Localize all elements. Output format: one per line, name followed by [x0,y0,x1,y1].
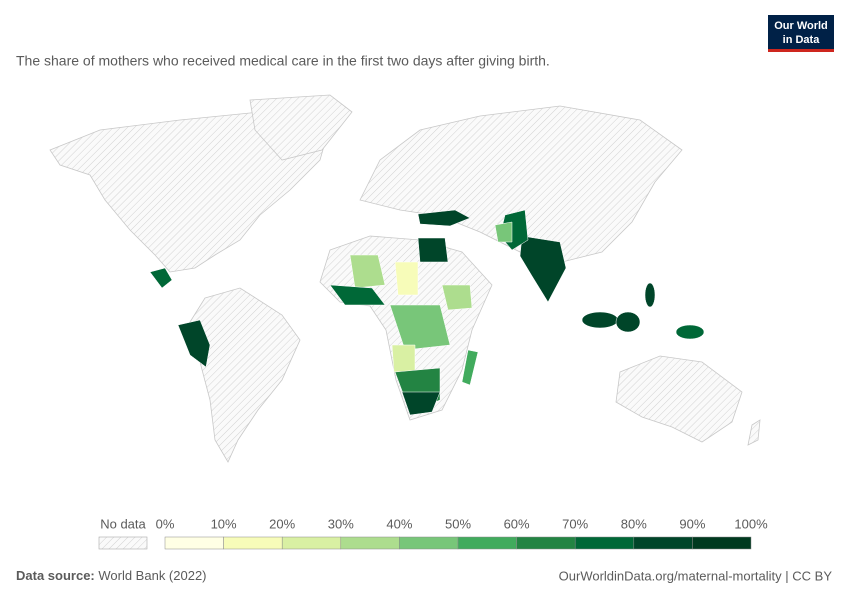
legend-swatch [692,536,752,550]
legend-swatch [457,536,517,550]
legend-label: 60% [504,516,530,531]
greenland[interactable] [249,94,353,161]
legend-swatch [223,536,283,550]
legend-label: 30% [328,516,354,531]
north-america[interactable] [49,111,331,273]
logo-underline [768,49,834,52]
legend-label: 70% [562,516,588,531]
legend-label: 0% [156,516,175,531]
legend-label: 20% [269,516,295,531]
legend-swatch [164,536,224,550]
australia[interactable] [615,355,743,443]
legend-swatch [516,536,576,550]
philippines[interactable] [644,282,656,308]
subtitle: The share of mothers who received medica… [16,53,550,69]
central-america[interactable] [149,267,173,289]
south-africa[interactable] [401,391,441,416]
india[interactable] [519,235,567,303]
legend-swatch [633,536,693,550]
sahel[interactable] [349,254,386,289]
legend-swatch [399,536,459,550]
new-guinea[interactable] [675,324,705,340]
legend-swatch [574,536,635,550]
angola[interactable] [391,344,416,373]
peru[interactable] [177,319,211,368]
borneo[interactable] [615,311,641,333]
south-america[interactable] [184,287,301,463]
url[interactable]: OurWorldinData.org/maternal-mortality | … [559,568,833,583]
turkey[interactable] [417,209,471,227]
legend-label: 10% [211,516,237,531]
legend-label: 90% [679,516,705,531]
legend-label: 100% [734,516,768,531]
eurasia[interactable] [359,105,683,263]
sumatra[interactable] [581,311,619,329]
legend-swatch [340,536,400,550]
legend: No data 0% 10% 20% 30% 40% 50% 60% 70% 80% 90% 100… [98,516,768,550]
logo[interactable]: Our World in Data [768,15,834,52]
legend-swatch [281,536,342,550]
source-label: Data source: [16,568,95,583]
legend-label: No data [100,516,146,531]
chad[interactable] [394,261,419,296]
legend-label: 50% [445,516,471,531]
ethiopia[interactable] [441,284,473,311]
logo-text: Our World [774,20,828,32]
legend-label: 40% [386,516,412,531]
egypt[interactable] [417,237,449,263]
west-africa[interactable] [329,284,386,306]
legend-label: 80% [621,516,647,531]
new-zealand[interactable] [747,419,761,446]
madagascar[interactable] [461,349,479,386]
logo-text: in Data [783,34,821,46]
afghanistan[interactable] [494,221,513,243]
logo-box[interactable] [768,15,834,50]
legend-no-data [98,536,148,550]
source: Data source: World Bank (2022) [16,568,207,583]
map [49,94,761,463]
source-name: World Bank (2022) [95,568,207,583]
central-africa[interactable] [389,304,451,351]
